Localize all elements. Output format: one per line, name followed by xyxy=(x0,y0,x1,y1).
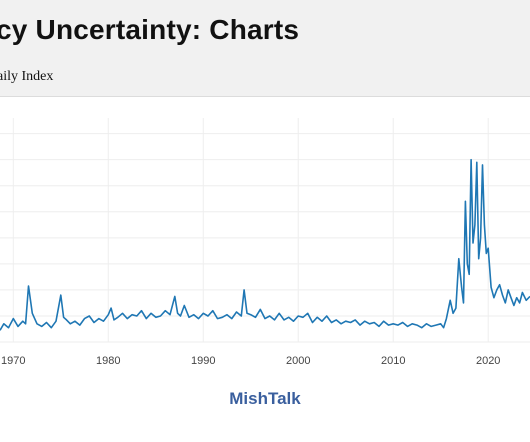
series-line xyxy=(0,158,530,331)
x-tick-label: 1980 xyxy=(96,355,120,367)
x-tick-label: 2000 xyxy=(286,355,310,367)
uncertainty-chart: 1970 1980 1990 2000 2010 2020 xyxy=(0,96,530,396)
mishtalk-watermark: MishTalk xyxy=(229,389,301,408)
page-title: cy Uncertainty: Charts xyxy=(0,14,300,45)
chart-series xyxy=(0,158,530,331)
page-header: cy Uncertainty: Charts aily Index xyxy=(0,0,530,97)
x-tick-label: 2020 xyxy=(476,355,500,367)
x-axis-ticks: 1970 1980 1990 2000 2010 2020 xyxy=(1,355,500,367)
chart-grid xyxy=(0,118,530,343)
daily-index-link[interactable]: aily Index xyxy=(0,69,54,84)
x-tick-label: 2010 xyxy=(381,355,405,367)
x-tick-label: 1970 xyxy=(1,355,25,367)
chart-svg: 1970 1980 1990 2000 2010 2020 xyxy=(0,118,530,367)
x-tick-label: 1990 xyxy=(191,355,215,367)
